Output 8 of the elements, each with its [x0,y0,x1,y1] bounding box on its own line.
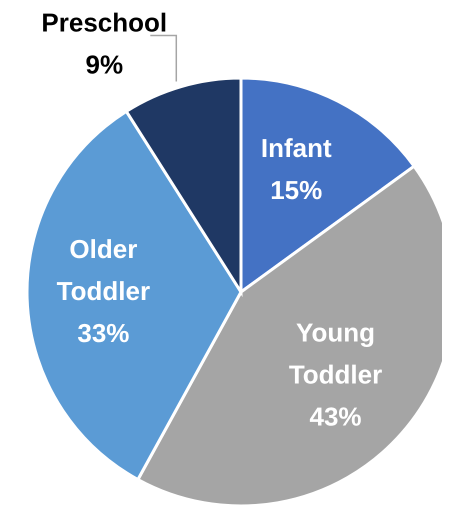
slice-label: Older Toddler [56,234,150,306]
data-label: 43% [310,402,362,432]
slice-label: Preschool [41,7,168,38]
slice-label: Young Toddler [288,318,382,390]
data-label: 33% [77,318,130,348]
data-label: 9% [86,49,124,80]
slice-label: Infant [260,132,332,163]
data-label: 15% [270,174,322,205]
